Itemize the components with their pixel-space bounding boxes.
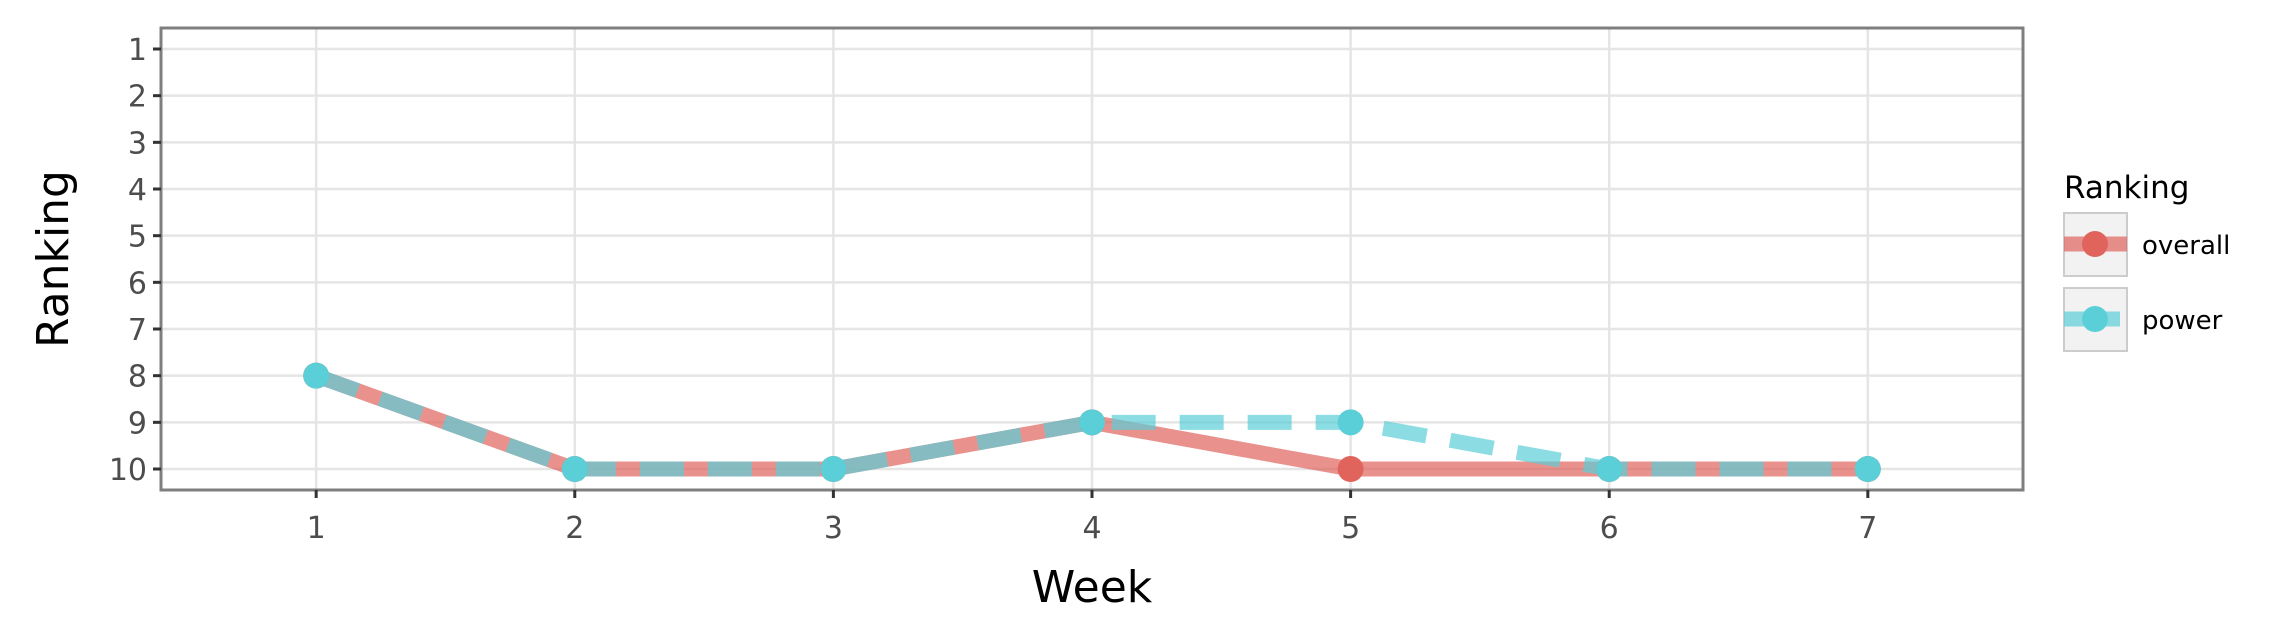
y-tick-label: 8 bbox=[128, 360, 147, 395]
y-tick-label: 1 bbox=[128, 33, 147, 68]
x-tick-label: 6 bbox=[1600, 511, 1619, 546]
y-tick-label: 10 bbox=[109, 453, 147, 488]
y-tick-label: 4 bbox=[128, 173, 147, 208]
data-point-power bbox=[820, 456, 847, 482]
y-axis-title: Ranking bbox=[28, 170, 79, 348]
y-tick-label: 3 bbox=[128, 126, 147, 161]
legend-point-overall bbox=[2082, 231, 2108, 257]
data-point-power bbox=[561, 456, 588, 482]
y-tick-label: 6 bbox=[128, 266, 147, 301]
legend-label-power: power bbox=[2142, 306, 2223, 336]
x-tick-label: 5 bbox=[1341, 511, 1360, 546]
data-point-power bbox=[1596, 456, 1623, 482]
legend-title: Ranking bbox=[2064, 170, 2189, 206]
data-point-power bbox=[1079, 409, 1105, 436]
x-tick-label: 1 bbox=[307, 511, 326, 546]
x-tick-label: 2 bbox=[565, 511, 584, 546]
y-tick-label: 2 bbox=[128, 80, 147, 115]
series-layer bbox=[303, 362, 1881, 482]
y-tick-label: 7 bbox=[128, 313, 147, 348]
data-point-power bbox=[1854, 456, 1881, 482]
legend: Ranking overall power bbox=[2063, 170, 2230, 352]
x-axis-title: Week bbox=[1032, 562, 1153, 613]
x-tick-label: 7 bbox=[1858, 511, 1877, 546]
data-point-power bbox=[1337, 409, 1364, 436]
legend-label-overall: overall bbox=[2142, 231, 2230, 261]
legend-point-power bbox=[2082, 306, 2108, 332]
data-point-overall bbox=[1337, 456, 1364, 482]
data-point-power bbox=[303, 362, 330, 389]
x-tick-label: 3 bbox=[824, 511, 843, 546]
y-tick-label: 9 bbox=[128, 406, 147, 441]
x-tick-label: 4 bbox=[1082, 511, 1101, 546]
axis-ticks: 1 2 3 4 5 6 7 8 9 10 1 2 3 4 5 6 7 bbox=[109, 33, 1878, 546]
y-tick-label: 5 bbox=[128, 220, 147, 255]
